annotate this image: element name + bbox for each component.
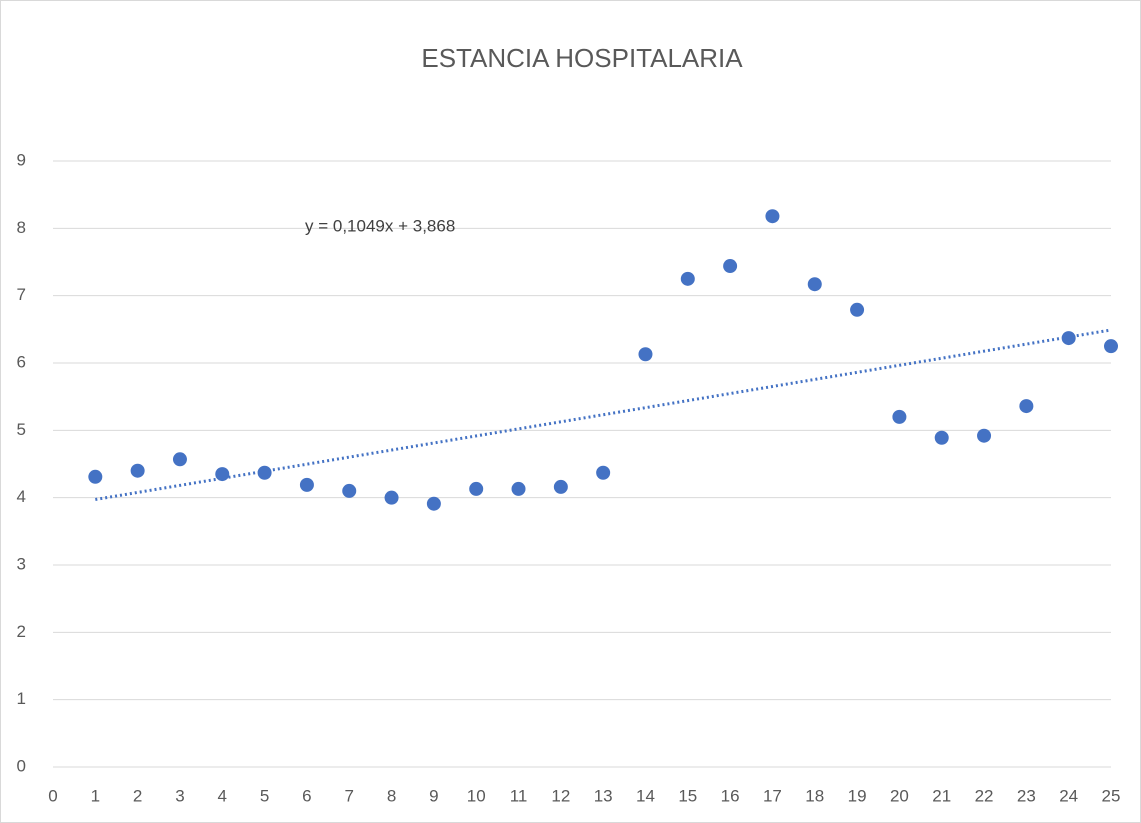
y-tick-label: 5	[17, 420, 26, 439]
x-tick-label: 20	[890, 786, 909, 805]
x-tick-label: 13	[594, 786, 613, 805]
point	[934, 430, 949, 445]
x-tick-label: 22	[975, 786, 994, 805]
point	[469, 481, 484, 496]
point	[511, 481, 526, 496]
x-tick-label: 1	[91, 786, 100, 805]
point	[553, 479, 568, 494]
x-tick-label: 7	[345, 786, 354, 805]
x-tick-label: 9	[429, 786, 438, 805]
x-tick-label: 10	[467, 786, 486, 805]
point	[172, 452, 187, 467]
point	[426, 496, 441, 511]
point	[342, 483, 357, 498]
x-tick-label: 14	[636, 786, 655, 805]
x-tick-label: 2	[133, 786, 142, 805]
chart-title: ESTANCIA HOSPITALARIA	[421, 43, 743, 73]
x-tick-label: 21	[932, 786, 951, 805]
point	[299, 477, 314, 492]
x-tick-label: 0	[48, 786, 57, 805]
x-tick-label: 5	[260, 786, 269, 805]
x-tick-label: 15	[678, 786, 697, 805]
y-tick-label: 1	[17, 689, 26, 708]
x-tick-label: 8	[387, 786, 396, 805]
x-tick-label: 19	[848, 786, 867, 805]
trendline-equation: y = 0,1049x + 3,868	[305, 216, 455, 235]
point	[1061, 331, 1076, 346]
y-tick-label: 9	[17, 150, 26, 169]
y-tick-label: 8	[17, 218, 26, 237]
point	[850, 302, 865, 317]
point	[88, 469, 103, 484]
x-tick-label: 12	[551, 786, 570, 805]
x-tick-label: 3	[175, 786, 184, 805]
point	[638, 347, 653, 362]
x-tick-label: 4	[218, 786, 227, 805]
y-tick-label: 3	[17, 554, 26, 573]
point	[765, 209, 780, 224]
y-tick-label: 7	[17, 285, 26, 304]
point	[596, 465, 611, 480]
y-tick-label: 0	[17, 756, 26, 775]
x-tick-label: 25	[1102, 786, 1121, 805]
y-tick-label: 6	[17, 352, 26, 371]
point	[723, 259, 738, 274]
y-tick-label: 4	[17, 487, 26, 506]
point	[1104, 339, 1118, 354]
point	[384, 490, 399, 505]
point	[680, 271, 695, 286]
point	[215, 467, 230, 482]
point	[257, 465, 272, 480]
x-tick-label: 11	[510, 786, 528, 805]
point	[1019, 399, 1034, 414]
x-tick-label: 16	[721, 786, 740, 805]
x-tick-label: 17	[763, 786, 782, 805]
point	[892, 409, 907, 424]
x-tick-label: 23	[1017, 786, 1036, 805]
point	[807, 277, 822, 292]
x-tick-label: 24	[1059, 786, 1078, 805]
y-tick-label: 2	[17, 622, 26, 641]
x-tick-label: 6	[302, 786, 311, 805]
x-tick-label: 18	[805, 786, 824, 805]
point	[977, 428, 992, 443]
point	[130, 463, 145, 478]
